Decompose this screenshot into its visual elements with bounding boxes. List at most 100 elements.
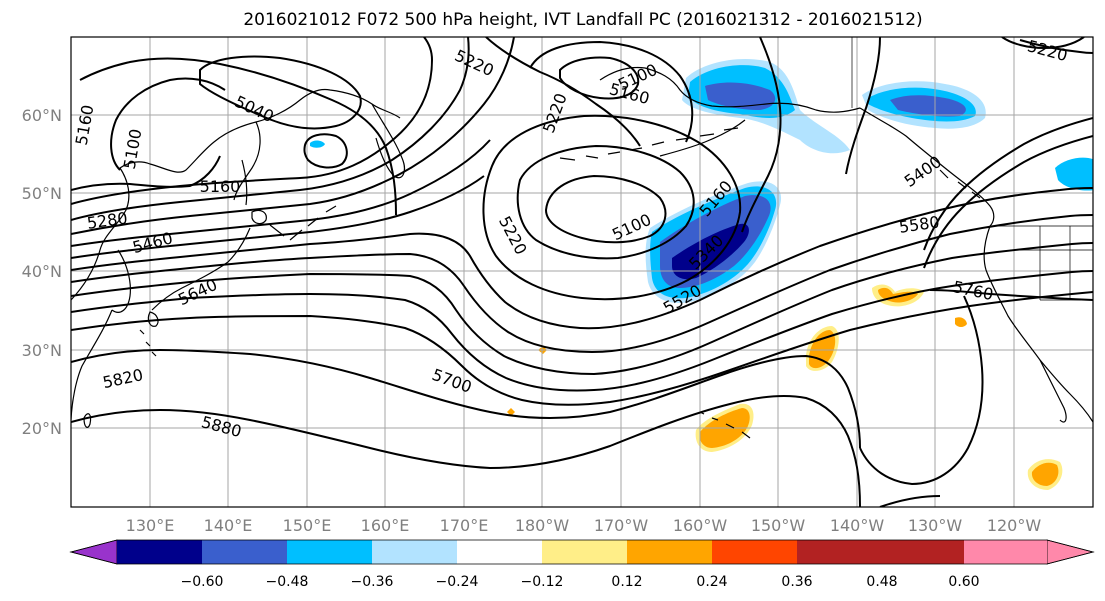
colorbar-tick: 0.36: [781, 574, 812, 590]
map-frame: [70, 36, 1094, 508]
lon-label: 120°W: [987, 516, 1042, 535]
contour-5160-north: [79, 57, 397, 216]
contour-5820-east: [859, 295, 984, 486]
colorbar-segment: [117, 540, 202, 564]
contour-5700: [71, 270, 1093, 392]
lat-label: 50°N: [22, 184, 62, 203]
coast-kyushu: [147, 311, 159, 327]
longitude-labels: 130°E 140°E 150°E 160°E 170°E 180°W 170°…: [126, 516, 1042, 535]
lat-label: 30°N: [22, 341, 62, 360]
coast-east-asia: [71, 88, 401, 301]
contour-5520: [71, 187, 1093, 330]
coast-taiwan: [83, 413, 92, 428]
colorbar-tick: 0.24: [696, 574, 727, 590]
colorbar-segment: [712, 540, 797, 564]
ivt-shade-subtropic-4-core: [1031, 462, 1059, 486]
contour-ridge-1: [845, 37, 881, 175]
colorbar-tick: 0.60: [948, 574, 979, 590]
colorbar-tick: 0.12: [611, 574, 642, 590]
coast-alaska-west: [599, 66, 861, 113]
colorbar-segment: [797, 540, 882, 564]
ivt-shade-kamchatka: [310, 140, 325, 148]
contour-5160-low: [516, 144, 695, 260]
colorbar-extend-low: [69, 539, 118, 565]
map-title: 2016021012 F072 500 hPa height, IVT Land…: [243, 10, 922, 30]
colorbar-segment: [627, 540, 712, 564]
colorbar-tick: −0.36: [351, 574, 394, 590]
contour-5880-east: [879, 495, 941, 507]
contour-5880: [71, 395, 861, 507]
coast-north-america-west: [983, 225, 1093, 423]
contour-5220-east-loop: [1001, 37, 1085, 50]
colorbar-segment: [964, 540, 1047, 564]
lon-label: 140°E: [204, 516, 253, 535]
contour-5220-low: [482, 114, 742, 301]
map-area: 5160 5100 5040 5220 5220 5100 5160 5160 …: [71, 37, 1093, 507]
coast-aleutians: [559, 127, 739, 161]
contour-5460: [71, 175, 485, 259]
colorbar-tick: 0.48: [866, 574, 897, 590]
lon-label: 150°E: [283, 516, 332, 535]
coast-china: [71, 309, 113, 421]
lon-label: 140°W: [830, 516, 885, 535]
contour-5220-arc: [71, 37, 434, 205]
coast-korea: [111, 249, 131, 313]
ivt-negative-shading: [310, 58, 1093, 304]
lon-label: 130°W: [908, 516, 963, 535]
contour-5340: [71, 37, 515, 235]
coastlines: [71, 66, 1093, 439]
coast-kurils: [269, 205, 337, 241]
height-contours: [71, 37, 1093, 507]
coast-alaska-pen: [659, 119, 746, 157]
ivt-shade-subtropic-3: [955, 317, 967, 327]
contour-east-descend: [923, 117, 1093, 251]
contour-label: 5160: [200, 177, 241, 196]
lon-label: 160°E: [361, 516, 410, 535]
colorbar-tick: −0.60: [181, 574, 224, 590]
contour-5280: [71, 37, 470, 221]
lon-label: 180°W: [515, 516, 570, 535]
contour-5160-west: [71, 155, 221, 191]
contour-5100-low: [544, 174, 667, 244]
colorbar-segment: [202, 540, 287, 564]
colorbar-segment: [882, 540, 964, 564]
lat-label: 40°N: [22, 262, 62, 281]
ivt-shade-alaska-panhandle-strong: [890, 95, 966, 117]
ivt-shade-ar-max: [672, 223, 749, 280]
lon-label: 170°W: [594, 516, 649, 535]
coast-gulf-alaska: [859, 107, 995, 227]
contour-5220-north-arc: [485, 37, 641, 147]
latitude-labels: 60°N 50°N 40°N 30°N 20°N: [22, 106, 62, 438]
lon-label: 170°E: [440, 516, 489, 535]
colorbar-segment: [372, 540, 457, 564]
coast-kamchatka: [371, 103, 406, 179]
contour-5400: [71, 139, 491, 247]
contour-5100-kamchatka: [303, 133, 348, 169]
coast-sakhalin: [241, 159, 248, 206]
contour-trough-east: [741, 37, 782, 233]
colorbar-tick: −0.12: [521, 574, 564, 590]
contour-5760-east: [929, 289, 1093, 301]
coast-okhotsk: [233, 121, 261, 201]
contour-5100-west: [110, 77, 226, 171]
colorbar-tick: −0.24: [436, 574, 479, 590]
contour-5640: [71, 242, 1093, 376]
coast-hawaii: [699, 411, 751, 439]
coast-baja: [1039, 359, 1067, 423]
ivt-shade-canada-east: [1055, 157, 1093, 191]
coast-japan-islands: [139, 329, 157, 357]
lat-label: 60°N: [22, 106, 62, 125]
coast-honshu: [151, 227, 251, 311]
contour-ridge-2: [1019, 39, 1093, 54]
contour-5580: [71, 214, 1093, 354]
ivt-shade-gulf-alaska-strong: [705, 82, 776, 110]
contour-5760: [71, 291, 1093, 406]
colorbar-extend-high: [1046, 539, 1095, 565]
colorbar: −0.60 −0.48 −0.36 −0.24 −0.12 0.12 0.24 …: [69, 539, 1095, 590]
contour-5820: [71, 348, 861, 449]
lon-label: 160°W: [673, 516, 728, 535]
ivt-shade-spot-2: [507, 408, 515, 416]
colorbar-segment: [542, 540, 627, 564]
contour-5160-north-arc: [529, 40, 694, 143]
